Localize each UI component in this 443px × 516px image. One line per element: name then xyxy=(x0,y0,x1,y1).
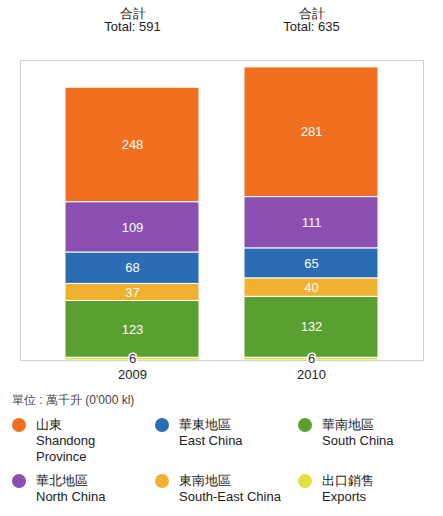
svg-text:2009: 2009 xyxy=(118,367,147,382)
html-text:Exports: Exports xyxy=(322,489,367,504)
svg-text:248: 248 xyxy=(122,137,144,152)
svg-text:123: 123 xyxy=(122,322,144,337)
svg-text:65: 65 xyxy=(304,256,318,271)
svg-text:6: 6 xyxy=(308,351,315,366)
svg-text:132: 132 xyxy=(301,319,323,334)
html-text:Shandong Province: Shandong Province xyxy=(36,433,96,464)
svg-text:2010: 2010 xyxy=(297,367,326,382)
svg-text:111: 111 xyxy=(302,215,322,230)
svg-text:40: 40 xyxy=(304,280,318,295)
svg-text:37: 37 xyxy=(125,285,139,300)
html-text:東南地區: 東南地區 xyxy=(179,473,231,488)
html-text:華東地區: 華東地區 xyxy=(179,417,231,432)
html-text:山東: 山東 xyxy=(36,417,62,432)
html-text:South-East China: South-East China xyxy=(179,489,281,504)
svg-text:68: 68 xyxy=(125,260,139,275)
html-text:華北地區: 華北地區 xyxy=(36,473,88,488)
html-text:出口銷售: 出口銷售 xyxy=(322,473,374,488)
svg-text:281: 281 xyxy=(301,124,323,139)
svg-text:合計Total: 635: 合計Total: 635 xyxy=(283,6,339,34)
svg-text:合計Total: 591: 合計Total: 591 xyxy=(104,6,160,34)
html-text:North China: North China xyxy=(36,489,106,504)
html-text:East China: East China xyxy=(179,433,243,448)
html-text:華南地區: 華南地區 xyxy=(322,417,374,432)
svg-text:6: 6 xyxy=(129,351,136,366)
html-text:South China: South China xyxy=(322,433,394,448)
html-text:單位 : 萬千升 (0'000 kl): 單位 : 萬千升 (0'000 kl) xyxy=(12,393,135,407)
svg-text:109: 109 xyxy=(122,220,144,235)
